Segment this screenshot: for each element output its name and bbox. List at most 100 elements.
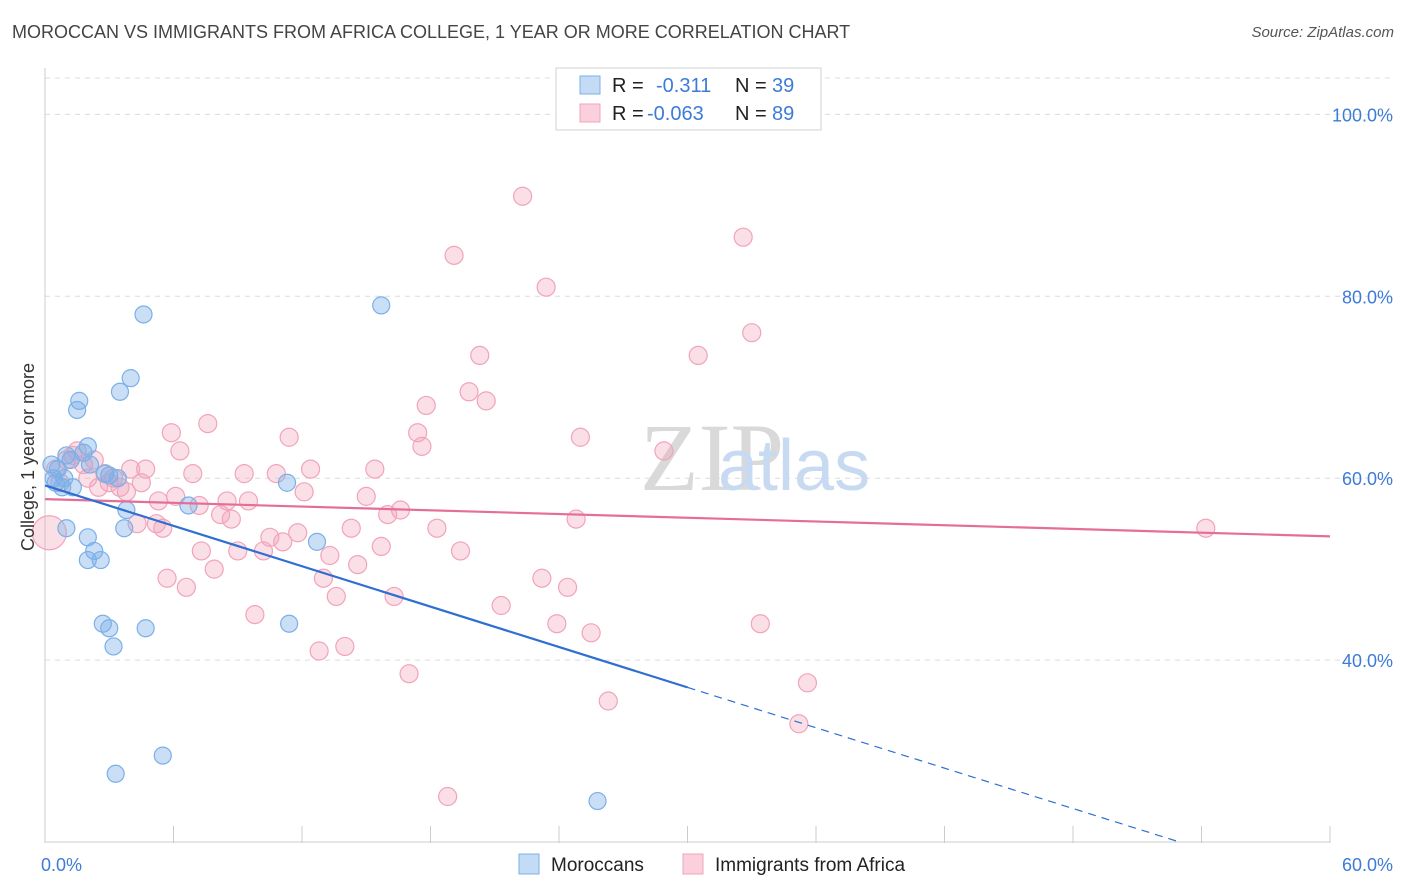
immigrants-point (470, 345, 490, 366)
immigrants-point (170, 441, 190, 461)
y-tick-label: 40.0% (1342, 651, 1393, 671)
moroccans-point (115, 519, 134, 538)
immigrants-point (198, 414, 218, 434)
immigrants-point (288, 523, 308, 543)
trend-lines (44, 484, 1331, 843)
immigrants-point (444, 245, 464, 265)
immigrants-point (356, 486, 376, 506)
immigrants-point (238, 491, 259, 511)
immigrants-point (217, 491, 237, 511)
legend-immigrants: Immigrants from Africa (715, 855, 905, 876)
grid (45, 77, 1392, 661)
legend-n-value-2: 89 (772, 103, 794, 125)
series-legend: Moroccans Immigrants from Africa (518, 853, 905, 876)
moroccans-point (134, 305, 153, 324)
immigrants-point (365, 459, 385, 479)
source-note: Source: ZipAtlas.com (1251, 24, 1394, 41)
data-points (31, 186, 1216, 811)
immigrants-point (654, 441, 674, 461)
immigrants-point (320, 545, 340, 566)
immigrants-point (279, 427, 299, 447)
immigrants-point (309, 641, 329, 661)
moroccans-point (106, 764, 125, 783)
immigrants-point (598, 691, 618, 711)
moroccans-point (153, 746, 172, 765)
legend-n-label-1: N = (735, 75, 767, 97)
immigrants-trend-line (44, 498, 1331, 538)
legend-r-value-2: -0.063 (647, 103, 704, 125)
moroccans-point (78, 550, 97, 570)
immigrants-point (136, 459, 156, 479)
moroccans-point (588, 791, 607, 811)
watermark-zip: ZIP (640, 404, 784, 511)
y-tick-label: 80.0% (1342, 287, 1393, 307)
immigrants-point (491, 595, 511, 616)
immigrants-point (166, 486, 186, 506)
moroccans-point (121, 369, 140, 388)
moroccans-point (104, 637, 123, 656)
stats-legend: R = -0.311 N = 39 R = -0.063 N = 89 (555, 67, 822, 131)
immigrants-point (294, 482, 314, 502)
y-tick-label: 60.0% (1342, 469, 1393, 489)
moroccans-point (70, 391, 89, 410)
immigrants-point (204, 559, 224, 579)
moroccans-point (179, 496, 198, 515)
immigrants-point (157, 568, 177, 588)
watermark: ZIP atlas (640, 404, 870, 511)
immigrants-point (427, 518, 447, 538)
immigrants-point (335, 636, 355, 657)
moroccans-point (80, 455, 100, 474)
immigrants-point (536, 277, 556, 297)
moroccans-point (110, 382, 130, 401)
moroccans-point (48, 459, 67, 479)
legend-r-value-1: -0.311 (656, 75, 711, 97)
axes (44, 68, 1331, 843)
moroccans-point (100, 619, 119, 638)
moroccans-trend-extension (687, 686, 1180, 843)
immigrants-point (341, 518, 361, 538)
moroccans-point (372, 296, 391, 315)
immigrants-point (570, 427, 591, 447)
chart-title: MOROCCAN VS IMMIGRANTS FROM AFRICA COLLE… (12, 22, 851, 42)
immigrants-point (532, 568, 552, 588)
immigrants-point (512, 186, 533, 206)
tick-labels: 40.0% 60.0% 80.0% 100.0% 0.0% 60.0% (41, 105, 1393, 875)
legend-swatch-blue (579, 75, 601, 95)
immigrants-point (476, 391, 496, 411)
immigrants-point (733, 227, 753, 247)
immigrants-point (557, 577, 578, 597)
immigrants-point (221, 509, 241, 529)
legend-r-label-1: R = (612, 75, 644, 97)
moroccans-point (85, 541, 104, 561)
immigrants-point (412, 436, 432, 456)
immigrants-point (191, 541, 211, 561)
immigrants-point (266, 464, 286, 484)
x-tick-label: 0.0% (41, 855, 82, 875)
immigrants-point (797, 673, 818, 693)
immigrants-point (742, 323, 762, 343)
immigrants-point (121, 459, 141, 479)
immigrants-point (148, 491, 169, 511)
immigrants-point (245, 605, 265, 625)
immigrants-point (547, 614, 567, 634)
immigrants-point (189, 495, 209, 516)
moroccans-point (307, 532, 327, 551)
immigrants-point (450, 541, 471, 561)
moroccans-trend-line (44, 484, 688, 689)
legend-r-label-2: R = (612, 103, 644, 125)
moroccans-point (100, 466, 119, 485)
legend-swatch-pink (579, 103, 601, 123)
moroccans-point (280, 614, 299, 633)
immigrants-point (416, 395, 436, 416)
immigrants-point (183, 464, 203, 484)
legend-n-value-1: 39 (772, 75, 794, 97)
moroccans-point (55, 469, 74, 488)
moroccans-point (91, 550, 110, 570)
legend-swatch-immigrants (682, 853, 704, 875)
moroccans-point (74, 443, 93, 462)
y-tick-label: 100.0% (1332, 105, 1393, 125)
immigrants-point (371, 536, 391, 557)
immigrants-point (750, 614, 770, 634)
x-tick-label: 60.0% (1342, 855, 1393, 875)
